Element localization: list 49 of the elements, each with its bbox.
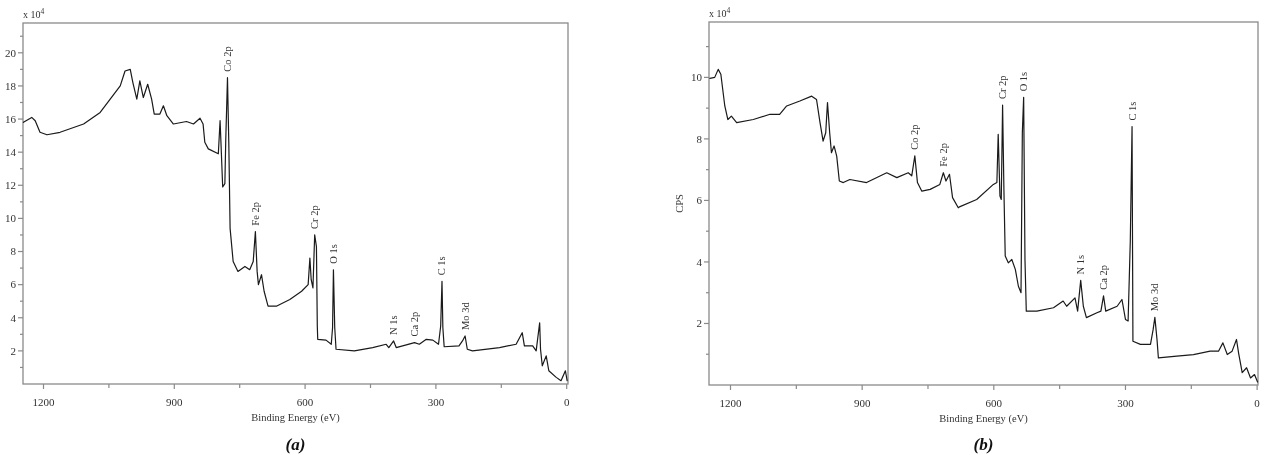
y-tick-label: 10: [691, 71, 703, 84]
x-tick-label: 600: [296, 396, 314, 408]
y-tick-label: 2: [10, 344, 16, 357]
y-tick-label: 8: [696, 132, 703, 145]
y-tick-label: 2: [696, 317, 702, 330]
annotation: Fe 2p: [249, 202, 261, 226]
annotation: Fe 2p: [937, 143, 949, 167]
text: x 10$^{4}$: [709, 5, 731, 19]
y-tick-label: 16: [5, 112, 17, 125]
annotation: C 1s: [1126, 101, 1138, 121]
annotation: Ca 2p: [409, 311, 421, 337]
y-tick-label: 8: [10, 245, 17, 258]
y-tick-label: 6: [696, 194, 703, 207]
y-tick-label: 4: [696, 255, 703, 268]
x-tick-label: 900: [166, 396, 184, 408]
text: x 10$^{4}$: [23, 6, 45, 20]
x-tick-label: 1200: [719, 397, 742, 409]
annotation: Cr 2p: [309, 205, 321, 229]
text: (a): [285, 435, 306, 454]
x-tick-label: 300: [1117, 397, 1135, 409]
annotation: Ca 2p: [1098, 264, 1110, 290]
annotation: Co 2p: [909, 124, 921, 150]
y-tick-label: 20: [5, 46, 17, 59]
x-tick-label: 0: [563, 396, 570, 408]
y-tick-label: 12: [5, 179, 16, 192]
annotation: Cr 2p: [997, 75, 1009, 100]
x-tick-label: 300: [427, 396, 445, 408]
y-axis-title: CPS: [674, 194, 685, 213]
y-tick-label: 10: [5, 212, 17, 225]
annotation: O 1s: [1018, 71, 1030, 92]
x-tick-label: 600: [985, 397, 1003, 409]
annotation: C 1s: [436, 256, 448, 276]
annotation: Mo 3d: [459, 301, 471, 330]
y-tick-label: 14: [5, 146, 17, 159]
x-tick-label: 0: [1254, 397, 1261, 409]
y-tick-label: 4: [10, 311, 17, 324]
x-tick-label: 900: [853, 397, 871, 409]
text: (b): [973, 435, 994, 454]
x-axis-title: Binding Energy (eV): [939, 413, 1029, 425]
y-tick-label: 6: [10, 278, 17, 291]
x-axis-title: Binding Energy (eV): [251, 412, 341, 424]
annotation: N 1s: [388, 315, 400, 335]
annotation: Co 2p: [221, 46, 233, 72]
annotation: N 1s: [1075, 254, 1087, 275]
y-tick-label: 18: [5, 79, 17, 92]
annotation: O 1s: [327, 244, 339, 264]
annotation: Mo 3d: [1149, 282, 1161, 312]
line-series: [709, 68, 1259, 383]
x-tick-label: 1200: [32, 396, 55, 408]
